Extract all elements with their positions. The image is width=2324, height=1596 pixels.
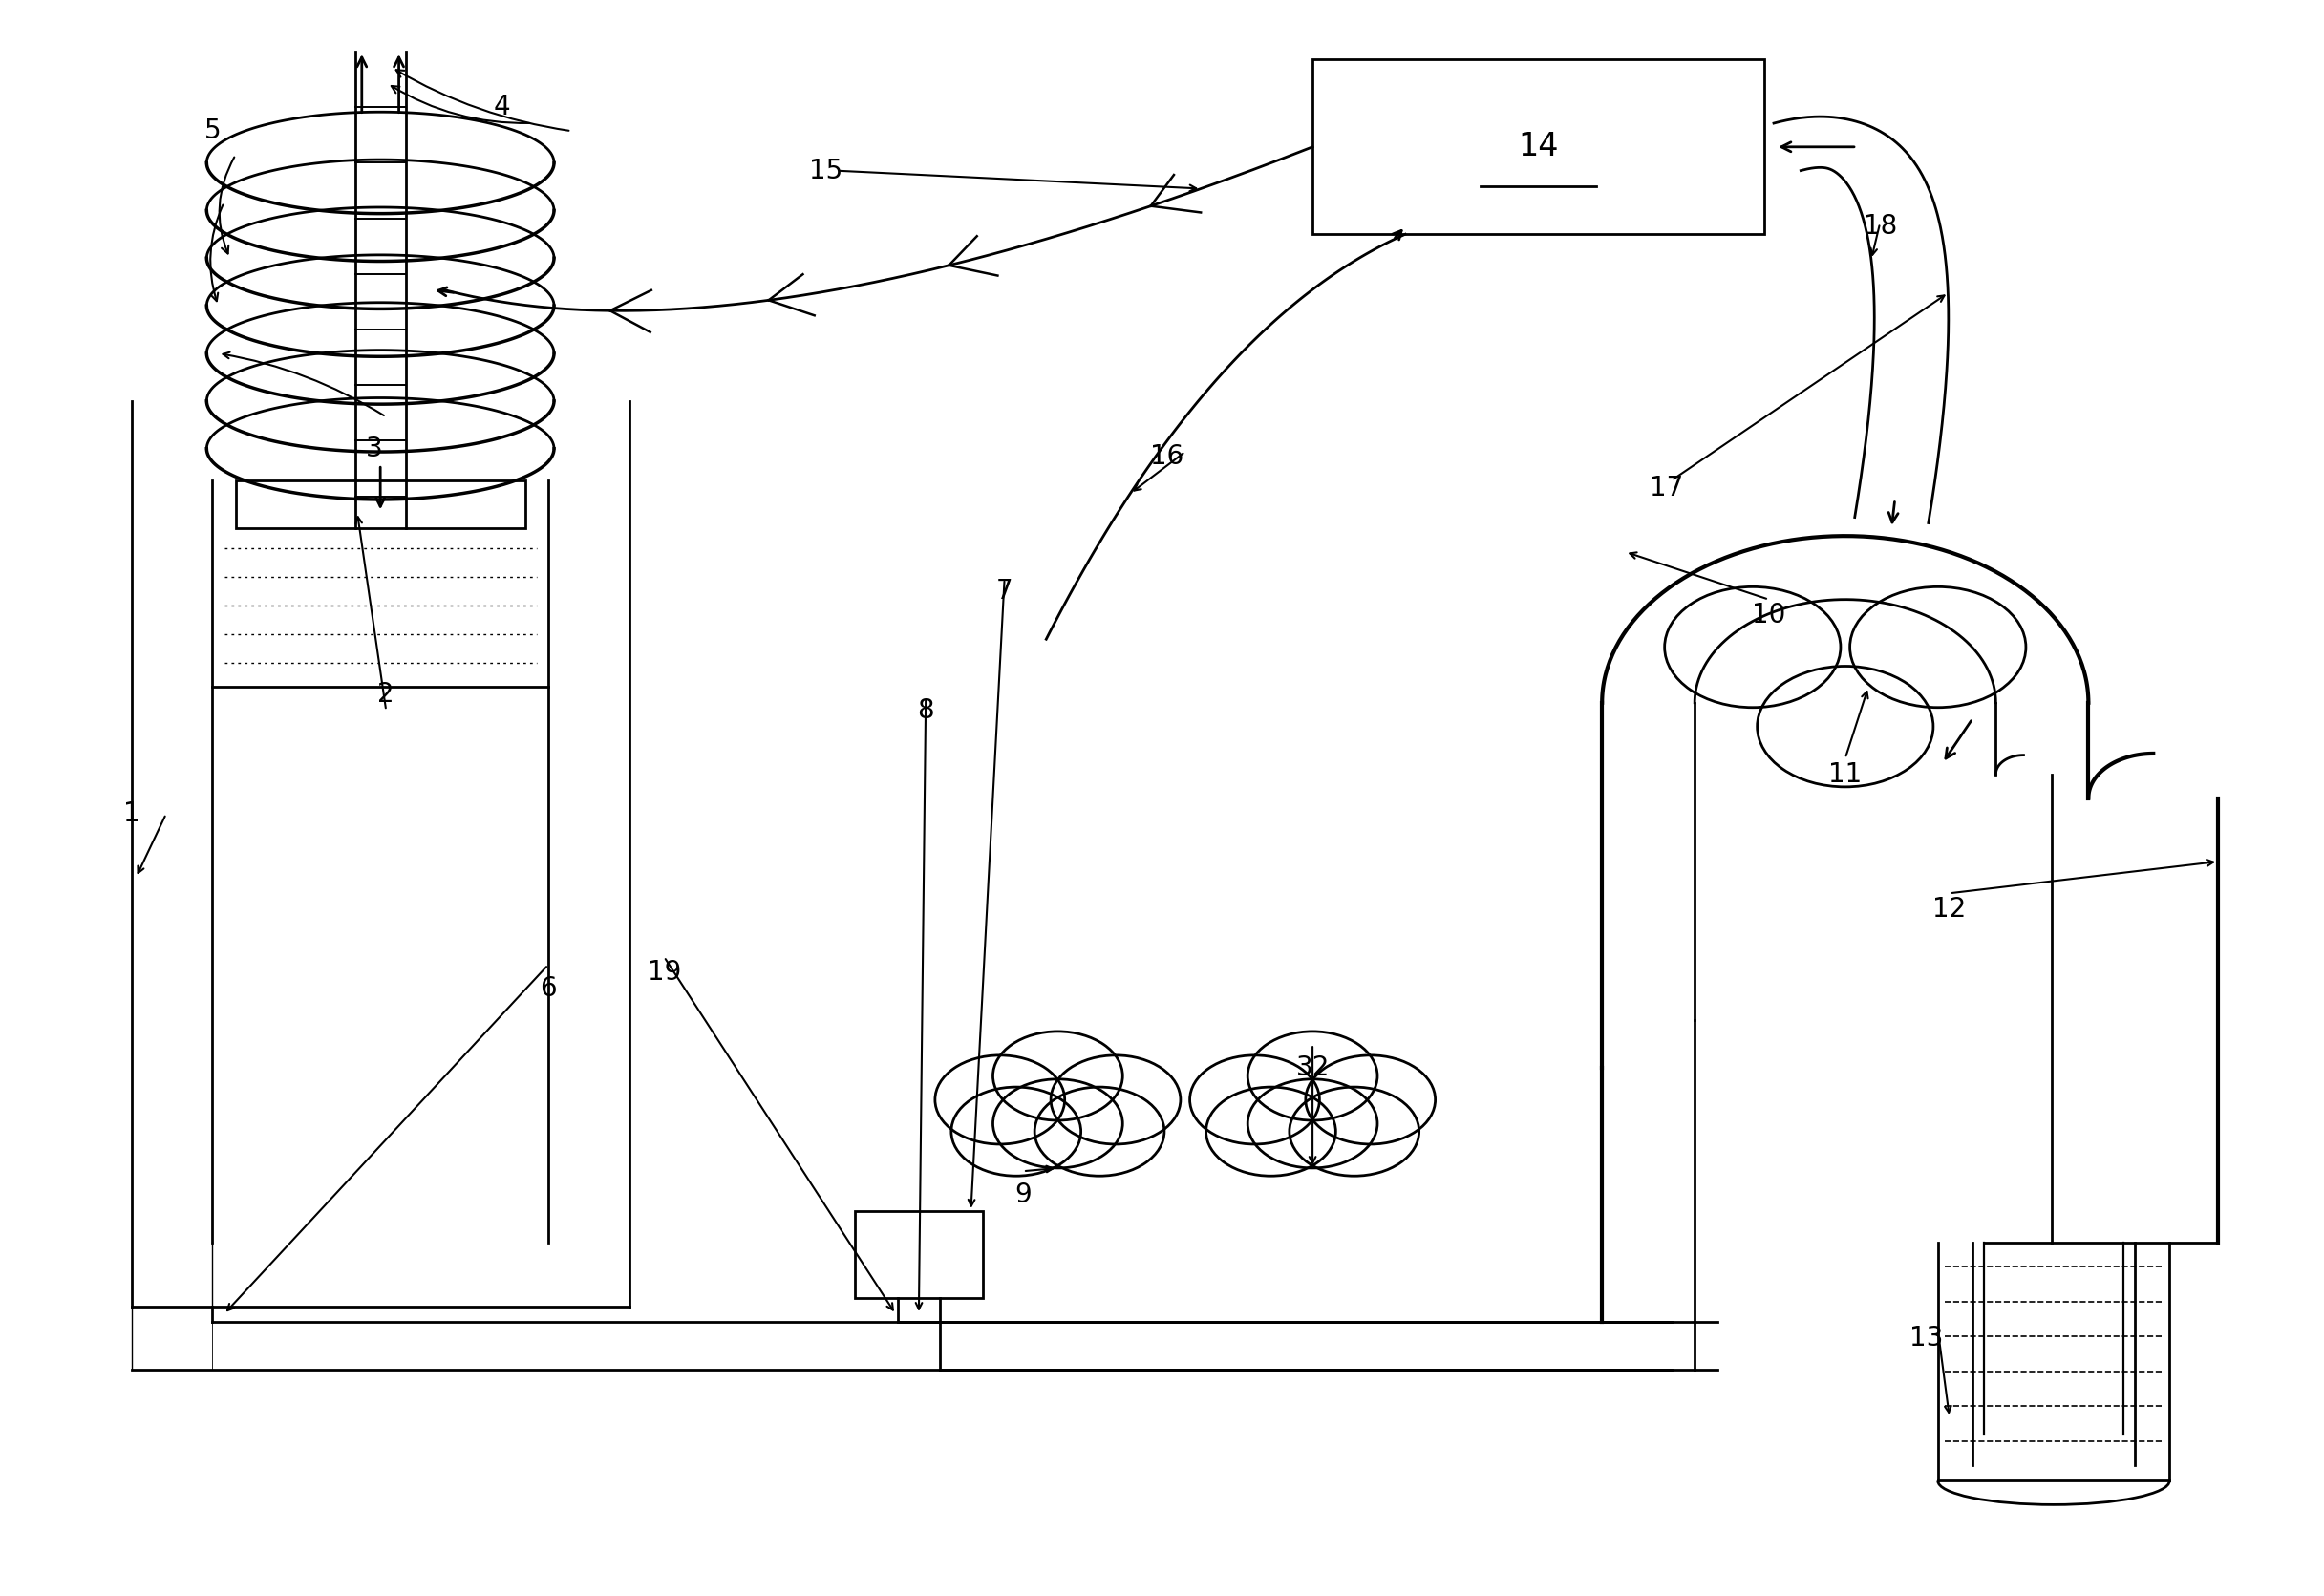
Text: 18: 18 [1864, 212, 1896, 239]
Text: 19: 19 [646, 959, 681, 986]
Text: 8: 8 [918, 697, 934, 725]
Text: 14: 14 [1518, 131, 1559, 163]
Text: 6: 6 [539, 975, 558, 1002]
Bar [235, 480, 525, 528]
Text: 13: 13 [1910, 1325, 1943, 1352]
Text: 32: 32 [1297, 1055, 1329, 1082]
Text: 1: 1 [123, 801, 139, 827]
Text: 16: 16 [1150, 444, 1183, 469]
Text: 17: 17 [1650, 476, 1683, 501]
Text: 11: 11 [1829, 761, 1862, 787]
Text: 10: 10 [1752, 602, 1785, 629]
Text: 15: 15 [809, 158, 844, 184]
Text: 7: 7 [997, 578, 1013, 605]
Text: 5: 5 [205, 118, 221, 144]
Text: 9: 9 [1016, 1181, 1032, 1208]
Text: 12: 12 [1934, 895, 1966, 922]
Bar [1313, 59, 1764, 235]
Text: 3: 3 [367, 436, 383, 461]
Text: 2: 2 [379, 681, 395, 709]
Bar [855, 1211, 983, 1298]
Text: 4: 4 [493, 94, 511, 121]
